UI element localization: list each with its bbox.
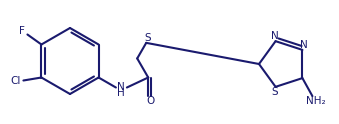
Text: NH₂: NH₂ [305, 96, 325, 106]
Text: S: S [144, 33, 151, 43]
Text: N: N [300, 40, 307, 50]
Text: F: F [19, 27, 25, 36]
Text: N: N [271, 31, 278, 41]
Text: N: N [117, 81, 125, 92]
Text: O: O [146, 95, 154, 106]
Text: H: H [117, 89, 125, 98]
Text: S: S [271, 87, 278, 97]
Text: Cl: Cl [10, 77, 21, 87]
